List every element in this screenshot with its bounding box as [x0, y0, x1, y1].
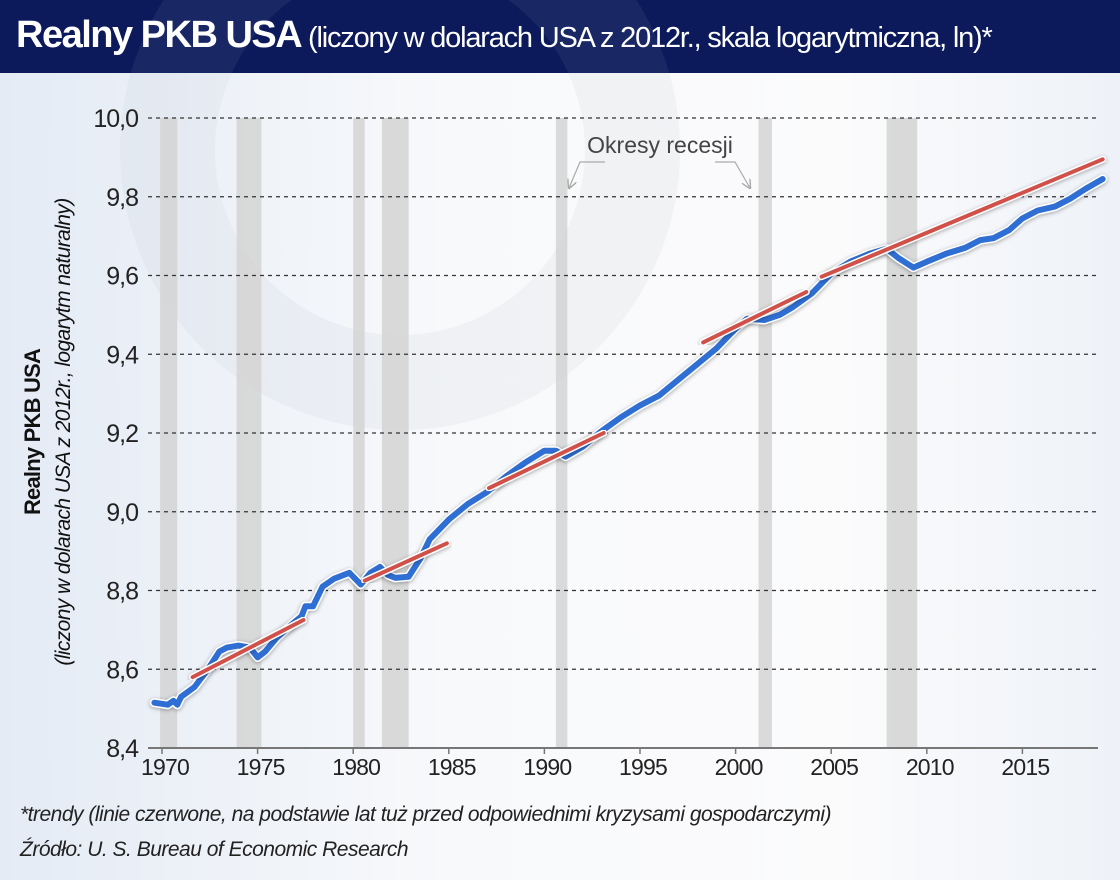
chart-title: Realny PKB USA (liczony w dolarach USA z…: [16, 14, 993, 57]
y-tick-label: 10,0: [93, 105, 138, 133]
x-tick-label: 2010: [906, 754, 954, 780]
trend-line-1: [190, 618, 306, 680]
annotation-arrow-right: [715, 161, 750, 188]
x-tick-label: 2015: [1001, 754, 1049, 780]
y-tick-label: 9,8: [106, 184, 138, 212]
x-tick-label: 1985: [428, 754, 476, 780]
x-tick-label: 1975: [237, 754, 285, 780]
y-tick-label: 8,8: [106, 578, 138, 606]
y-tick-label: 9,0: [106, 499, 138, 527]
trend-line-5: [819, 157, 1105, 279]
trend-line-2: [362, 541, 449, 583]
annotation-arrow-left: [569, 161, 605, 188]
recession-band: [555, 118, 568, 748]
title-bar: Realny PKB USA (liczony w dolarach USA z…: [0, 0, 1120, 73]
y-axis-title: Realny PKB USA (liczony w dolarach USA z…: [20, 198, 75, 665]
x-tick-label: 2005: [810, 754, 858, 780]
y-tick-label: 9,4: [106, 341, 139, 369]
gdp-series-line: [151, 176, 1106, 708]
x-tick-label: 1980: [332, 754, 380, 780]
title-sub: (liczony w dolarach USA z 2012r., skala …: [301, 22, 993, 54]
footnote: *trendy (linie czerwone, na podstawie la…: [20, 803, 832, 826]
y-tick-label: 8,6: [106, 656, 138, 684]
x-tick-label: 2000: [715, 754, 763, 780]
y-tick-label: 8,4: [106, 735, 139, 763]
title-main: Realny PKB USA: [16, 14, 303, 56]
y-axis-label: Realny PKB USA: [20, 348, 45, 515]
trend-line-3: [487, 431, 606, 491]
trend-line-4: [701, 290, 809, 345]
y-axis-sublabel: (liczony w dolarach USA z 2012r., logary…: [52, 198, 75, 665]
y-tick-label: 9,6: [106, 263, 138, 291]
recession-annotation: Okresy recesji: [587, 132, 733, 158]
y-tick-label: 9,2: [106, 420, 138, 448]
x-tick-label: 1995: [619, 754, 667, 780]
source: Źródło: U. S. Bureau of Economic Researc…: [20, 838, 409, 861]
x-tick-label: 1970: [141, 754, 189, 780]
title-logo-watermark: [120, 0, 680, 73]
x-tick-label: 1990: [523, 754, 571, 780]
